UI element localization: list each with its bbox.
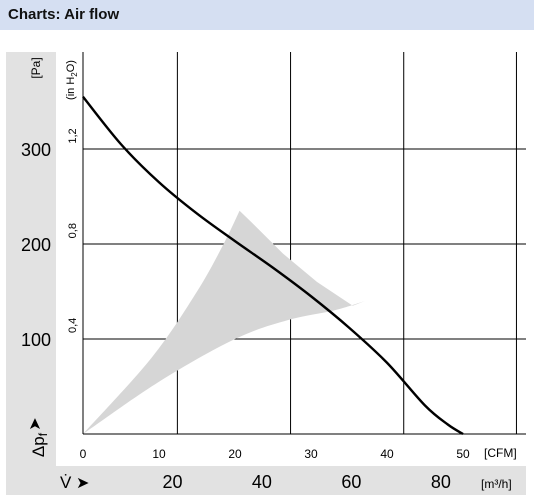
y-unit-pa: [Pa] — [29, 57, 43, 78]
x-axis-label: V̇ — [60, 473, 72, 492]
x-tick-m3h: 80 — [431, 472, 451, 492]
bottom-axis-band — [6, 466, 526, 495]
section-title: Charts: Air flow — [8, 6, 120, 23]
x-tick-cfm: 40 — [380, 447, 394, 461]
x-tick-cfm: 30 — [304, 447, 318, 461]
section-header: Charts: Air flow — [0, 0, 534, 30]
y-tick-inh2o: 0,8 — [67, 223, 79, 238]
x-tick-m3h: 60 — [341, 472, 361, 492]
x-unit-m3h: [m³/h] — [481, 477, 512, 491]
x-axis-arrow: ➤ — [76, 475, 89, 492]
air-flow-curve — [82, 96, 464, 436]
x-tick-cfm: 0 — [80, 447, 87, 461]
x-tick-cfm: 10 — [152, 447, 166, 461]
x-unit-cfm: [CFM] — [484, 446, 517, 460]
x-tick-cfm: 20 — [228, 447, 242, 461]
y-tick-pa: 200 — [21, 235, 51, 255]
x-tick-m3h: 40 — [252, 472, 272, 492]
x-tick-m3h: 20 — [162, 472, 182, 492]
left-axis-band — [6, 52, 56, 466]
y-tick-pa: 300 — [21, 140, 51, 160]
y-unit-inh2o: (in H2O) — [65, 60, 79, 100]
y-axis-arrow: ➤ — [27, 417, 44, 430]
x-tick-cfm: 50 — [456, 447, 470, 461]
operating-range-area — [83, 210, 365, 434]
y-tick-inh2o: 0,4 — [67, 318, 79, 333]
y-tick-inh2o: 1,2 — [67, 128, 79, 143]
y-tick-pa: 100 — [21, 330, 51, 350]
y-axis-label: Δpf — [29, 432, 50, 457]
